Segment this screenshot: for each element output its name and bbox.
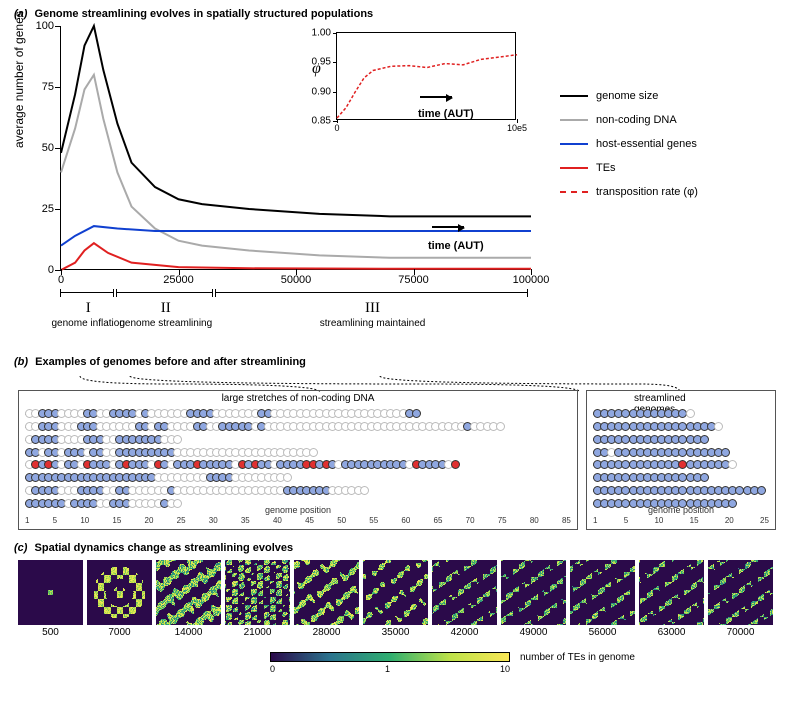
genomes-after-box: streamlined genomes 1510152025 genome po…: [586, 390, 776, 530]
spatial-canvas: [639, 560, 704, 625]
panel-b-header: (b) Examples of genomes before and after…: [14, 356, 306, 368]
spatial-time-label: 500: [42, 627, 59, 638]
spatial-time-label: 35000: [382, 627, 410, 638]
spatial-panel: 56000: [570, 560, 635, 638]
spatial-time-label: 70000: [727, 627, 755, 638]
genome-row: [25, 435, 571, 445]
panel-c-label: (c): [14, 542, 27, 554]
genomes-before-box: large stretches of non-coding DNA 151015…: [18, 390, 578, 530]
spatial-panel: 35000: [363, 560, 428, 638]
spatial-panel: 49000: [501, 560, 566, 638]
legend-row: transposition rate (φ): [560, 186, 698, 198]
cbar-tick-0: 0: [270, 664, 275, 674]
spatial-time-label: 14000: [175, 627, 203, 638]
legend-a: genome size non-coding DNA host-essential …: [560, 90, 698, 210]
spatial-time-label: 42000: [451, 627, 479, 638]
chart-a-regions: Igenome inflationIIgenome streamliningII…: [60, 292, 530, 346]
spatial-canvas: [363, 560, 428, 625]
colorbar-ticks: 0 1 10: [270, 664, 510, 674]
genome-row: [593, 448, 769, 458]
legend-row: TEs: [560, 162, 698, 174]
spatial-canvas: [501, 560, 566, 625]
panel-c-header: (c) Spatial dynamics change as streamlin…: [14, 542, 293, 554]
genome-row: [593, 422, 769, 432]
after-pos-label: genome position: [648, 505, 714, 515]
inset-time-label-wrap: time (AUT): [418, 108, 474, 120]
colorbar-gradient: [270, 652, 510, 662]
spatial-panel: 70000: [708, 560, 773, 638]
colorbar: 0 1 10 number of TEs in genome: [270, 652, 510, 674]
before-title: large stretches of non-coding DNA: [222, 393, 375, 404]
inset-time-label: time (AUT): [418, 108, 474, 120]
spatial-time-label: 21000: [244, 627, 272, 638]
spatial-time-label: 49000: [520, 627, 548, 638]
main-time-label: time (AUT): [428, 240, 484, 252]
spatial-canvas: [294, 560, 359, 625]
spatial-canvas: [570, 560, 635, 625]
genome-row: [593, 460, 769, 470]
legend-row: genome size: [560, 90, 698, 102]
arrow-icon: [432, 226, 464, 228]
genome-row: [25, 460, 571, 470]
panel-a-title: Genome streamlining evolves in spatially…: [35, 8, 374, 20]
spatial-panel: 21000: [225, 560, 290, 638]
spatial-canvas: [18, 560, 83, 625]
cbar-tick-2: 10: [500, 664, 510, 674]
before-pos-axis: 1510152025303540455055606570758085: [25, 516, 571, 525]
spatial-panel: 14000: [156, 560, 221, 638]
legend-row: host-essential genes: [560, 138, 698, 150]
arrow-icon: [420, 96, 452, 98]
genome-row: [593, 409, 769, 419]
genome-row: [593, 486, 769, 496]
chart-a-inset: 0.850.900.951.00010e5: [336, 32, 516, 120]
spatial-canvas: [708, 560, 773, 625]
main-time-arrow: [432, 226, 464, 228]
spatial-time-label: 28000: [313, 627, 341, 638]
genome-row: [593, 435, 769, 445]
spatial-canvas: [156, 560, 221, 625]
panel-a-header: (a) Genome streamlining evolves in spati…: [14, 8, 373, 20]
spatial-panel: 63000: [639, 560, 704, 638]
spatial-time-label: 56000: [589, 627, 617, 638]
spatial-time-label: 63000: [658, 627, 686, 638]
cbar-tick-1: 1: [385, 664, 390, 674]
legend-row: non-coding DNA: [560, 114, 698, 126]
before-rows: [25, 409, 571, 509]
spatial-panel: 500: [18, 560, 83, 638]
after-pos-axis: 1510152025: [593, 516, 769, 525]
spatial-time-label: 7000: [108, 627, 130, 638]
spatial-grid: 500 7000 14000 21000 28000 35000 42000 49000 560…: [18, 560, 776, 638]
genome-row: [25, 422, 571, 432]
colorbar-label: number of TEs in genome: [520, 652, 635, 663]
genome-row: [25, 486, 571, 496]
after-rows: [593, 409, 769, 509]
spatial-canvas: [432, 560, 497, 625]
spatial-panel: 42000: [432, 560, 497, 638]
before-pos-label: genome position: [265, 505, 331, 515]
spatial-canvas: [87, 560, 152, 625]
panel-b-label: (b): [14, 356, 28, 368]
genome-row: [593, 473, 769, 483]
spatial-panel: 7000: [87, 560, 152, 638]
panel-c-title: Spatial dynamics change as streamlining …: [35, 542, 294, 554]
spatial-panel: 28000: [294, 560, 359, 638]
spatial-canvas: [225, 560, 290, 625]
genome-row: [25, 409, 571, 419]
genome-row: [25, 448, 571, 458]
genome-row: [25, 473, 571, 483]
panel-b-title: Examples of genomes before and after str…: [35, 356, 306, 368]
inset-time-arrow: [420, 96, 452, 98]
main-time-label-wrap: time (AUT): [428, 240, 484, 252]
